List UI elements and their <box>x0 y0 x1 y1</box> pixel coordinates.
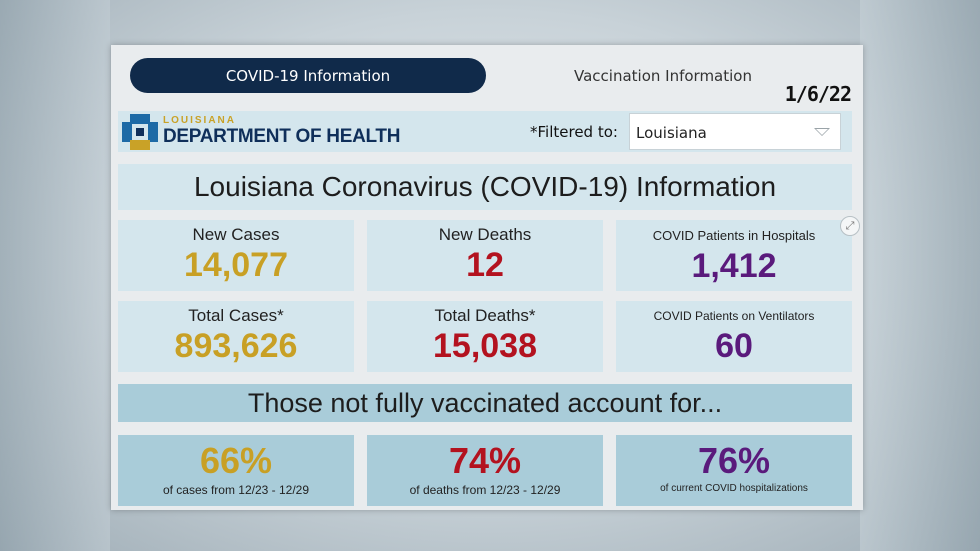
region-filter-dropdown[interactable]: Louisiana <box>629 113 841 150</box>
percent-caption: of deaths from 12/23 - 12/29 <box>409 483 561 497</box>
report-date: 1/6/22 <box>784 82 852 106</box>
percent-value: 74% <box>448 440 522 481</box>
stat-label: New Deaths <box>438 225 532 244</box>
unvaccinated-subtitle: Those not fully vaccinated account for..… <box>118 384 852 422</box>
filter-label: *Filtered to: <box>530 123 618 141</box>
unvaccinated-cases-card: 66% of cases from 12/23 - 12/29 <box>118 435 354 506</box>
tab-label: Vaccination Information <box>574 66 752 85</box>
background-right <box>860 0 980 551</box>
tab-vaccination-information[interactable]: Vaccination Information <box>551 58 775 93</box>
stat-value: 1,412 <box>691 247 777 285</box>
unvaccinated-hospitalizations-card: 76% of current COVID hospitalizations <box>616 435 852 506</box>
filter-value: Louisiana <box>636 124 707 142</box>
stat-value: 15,038 <box>433 327 537 365</box>
stat-value: 60 <box>715 327 753 365</box>
expand-icon[interactable]: ⤢ <box>840 216 860 236</box>
stat-value: 893,626 <box>174 327 298 365</box>
tab-label: COVID-19 Information <box>225 66 391 85</box>
stat-label: Total Cases* <box>188 306 284 325</box>
chevron-down-icon <box>814 128 830 136</box>
stat-label: COVID Patients in Hospitals <box>652 228 816 243</box>
ventilator-patients-card: COVID Patients on Ventilators 60 <box>616 301 852 372</box>
logo-text-small: LOUISIANA <box>163 115 236 126</box>
page-title: Louisiana Coronavirus (COVID-19) Informa… <box>118 164 852 210</box>
tab-covid-information[interactable]: COVID-19 Information <box>130 58 486 93</box>
background-left <box>0 0 110 551</box>
new-cases-card: New Cases 14,077 <box>118 220 354 291</box>
logo-text-big: DEPARTMENT OF HEALTH <box>163 126 401 147</box>
percent-caption: of cases from 12/23 - 12/29 <box>162 483 310 497</box>
percent-caption: of current COVID hospitalizations <box>660 483 808 494</box>
subtitle-text: Those not fully vaccinated account for..… <box>247 387 723 418</box>
unvaccinated-deaths-card: 74% of deaths from 12/23 - 12/29 <box>367 435 603 506</box>
stat-value: 14,077 <box>184 246 288 284</box>
stat-label: Total Deaths* <box>434 306 536 325</box>
stat-label: New Cases <box>192 225 280 244</box>
page-title-text: Louisiana Coronavirus (COVID-19) Informa… <box>193 171 777 202</box>
total-deaths-card: Total Deaths* 15,038 <box>367 301 603 372</box>
header-bar: LOUISIANA DEPARTMENT OF HEALTH *Filtered… <box>118 111 852 152</box>
ldh-logo-icon <box>122 114 158 150</box>
stat-label: COVID Patients on Ventilators <box>653 309 815 323</box>
stat-value: 12 <box>466 246 504 284</box>
dashboard-panel: COVID-19 Information Vaccination Informa… <box>111 45 863 510</box>
percent-value: 76% <box>697 440 771 481</box>
total-cases-card: Total Cases* 893,626 <box>118 301 354 372</box>
hospital-patients-card: COVID Patients in Hospitals 1,412 <box>616 220 852 291</box>
percent-value: 66% <box>199 440 273 481</box>
new-deaths-card: New Deaths 12 <box>367 220 603 291</box>
